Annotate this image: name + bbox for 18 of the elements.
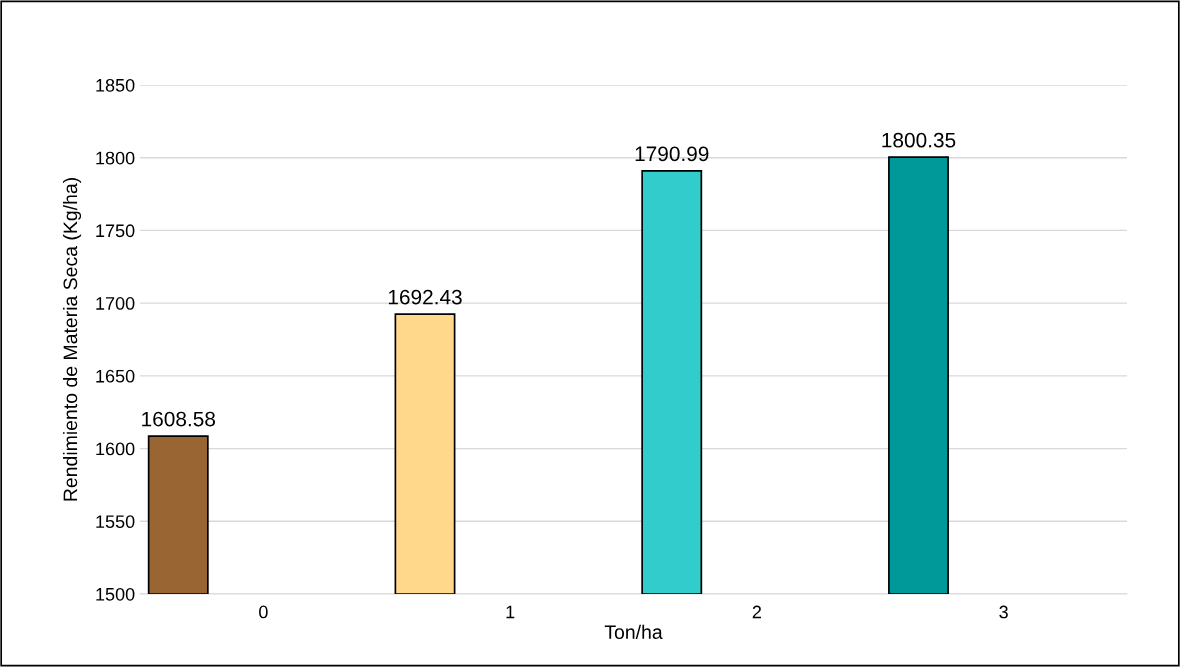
x-tick-label: 2 xyxy=(752,605,761,619)
data-label: 1790.99 xyxy=(635,146,709,162)
x-tick-label: 3 xyxy=(999,605,1008,619)
x-axis-title: Ton/ha xyxy=(604,624,663,639)
y-tick-label: 1700 xyxy=(96,297,135,310)
y-tick-label: 1650 xyxy=(96,369,135,383)
y-tick-label: 1550 xyxy=(96,515,135,529)
y-tick-label: 1600 xyxy=(96,442,135,456)
x-tick-label: 0 xyxy=(259,605,268,619)
data-label: 1800.35 xyxy=(882,132,956,148)
y-tick-label: 1850 xyxy=(96,78,135,92)
x-tick-label: 1 xyxy=(506,605,515,619)
y-tick-label: 1750 xyxy=(96,224,135,238)
y-tick-label: 1500 xyxy=(96,587,135,601)
y-axis-title: Rendimiento de Materia Seca (Kg/ha) xyxy=(62,178,82,501)
data-label: 1608.58 xyxy=(142,411,215,427)
y-tick-label: 1800 xyxy=(96,151,135,165)
data-label: 1692.43 xyxy=(388,289,462,305)
